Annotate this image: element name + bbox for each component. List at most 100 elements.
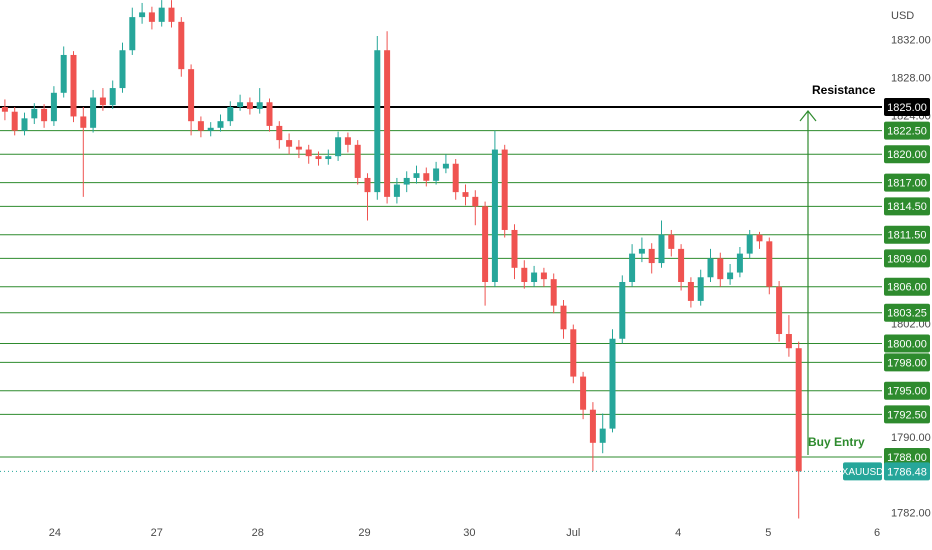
- candle-body: [41, 108, 48, 122]
- candle-body: [717, 258, 724, 280]
- candle-body: [315, 156, 322, 160]
- candle-body: [638, 248, 645, 254]
- level-label-box: [884, 121, 930, 140]
- candle-body: [482, 206, 489, 282]
- candle-body: [31, 108, 38, 119]
- candle-body: [442, 163, 449, 169]
- candle-body: [1, 106, 8, 112]
- candle-body: [403, 177, 410, 185]
- candle-body: [540, 272, 547, 280]
- currency-label: USD: [891, 10, 914, 22]
- candle-body: [472, 196, 479, 207]
- candle-body: [511, 229, 518, 268]
- candle-body: [452, 163, 459, 193]
- x-tick-label: 5: [765, 527, 771, 539]
- last-price-box: [884, 462, 930, 481]
- candle-body: [560, 305, 567, 330]
- symbol-box: [843, 462, 882, 481]
- candle-body: [227, 106, 234, 122]
- level-label-box: [884, 353, 930, 372]
- candle-body: [550, 279, 557, 306]
- y-tick-label: 1828.00: [891, 73, 931, 85]
- plot-area: [0, 0, 882, 519]
- candle-body: [207, 127, 214, 131]
- candle-body: [354, 144, 361, 178]
- candle-body: [344, 137, 351, 145]
- candle-body: [21, 118, 28, 131]
- candle-body: [648, 248, 655, 264]
- x-tick-label: 6: [874, 527, 880, 539]
- y-tick-label: 1790.00: [891, 432, 931, 444]
- level-label-box: [884, 249, 930, 268]
- candle-body: [580, 376, 587, 410]
- level-label: 1809.00: [887, 253, 927, 265]
- level-label: 1803.25: [887, 308, 927, 320]
- level-label: 1788.00: [887, 452, 927, 464]
- candle-body: [188, 69, 195, 122]
- level-label-box: [884, 334, 930, 353]
- level-label: 1798.00: [887, 357, 927, 369]
- x-tick-label: 28: [252, 527, 264, 539]
- x-tick-label: 27: [151, 527, 163, 539]
- candle-body: [374, 50, 381, 193]
- candle-body: [570, 329, 577, 377]
- candle-body: [707, 258, 714, 278]
- x-tick-label: 24: [49, 527, 61, 539]
- level-label-box: [884, 197, 930, 216]
- candle-body: [139, 12, 146, 18]
- candle-body: [384, 50, 391, 197]
- candle-body: [785, 334, 792, 349]
- candle-body: [423, 173, 430, 181]
- x-tick-label: 30: [463, 527, 475, 539]
- level-label: 1795.00: [887, 386, 927, 398]
- candle-body: [148, 12, 155, 22]
- level-label: 1817.00: [887, 178, 927, 190]
- level-label: 1792.50: [887, 409, 927, 421]
- x-tick-label: 4: [675, 527, 681, 539]
- candle-body: [158, 7, 165, 22]
- candle-body: [119, 50, 126, 89]
- candle-body: [609, 338, 616, 429]
- level-label: 1822.50: [887, 126, 927, 138]
- candle-body: [393, 184, 400, 197]
- candle-body: [521, 267, 528, 282]
- candle-body: [99, 97, 106, 106]
- level-label: 1825.00: [887, 102, 927, 114]
- candle-body: [589, 409, 596, 443]
- price-axis: 1782.001790.001802.001824.001828.001832.…: [884, 35, 931, 520]
- candle-body: [325, 156, 332, 160]
- candle-body: [433, 168, 440, 181]
- candle-body: [266, 102, 273, 126]
- level-label: 1806.00: [887, 282, 927, 294]
- level-label-box: [884, 225, 930, 244]
- level-label: 1820.00: [887, 149, 927, 161]
- candle-body: [168, 7, 175, 22]
- y-tick-label: 1782.00: [891, 508, 931, 520]
- candle-body: [178, 21, 185, 70]
- candle-body: [129, 17, 136, 51]
- candle-body: [197, 121, 204, 131]
- level-label-box: [884, 303, 930, 322]
- candle-body: [658, 234, 665, 264]
- last-price-label: 1786.48: [887, 466, 927, 478]
- candle-body: [256, 102, 263, 109]
- candle-body: [237, 102, 244, 107]
- candle-body: [531, 272, 538, 282]
- candle-body: [335, 137, 342, 157]
- level-label-box: [884, 381, 930, 400]
- candle-body: [276, 125, 283, 141]
- candle-body: [756, 234, 763, 242]
- candle-body: [217, 121, 224, 128]
- candle-body: [491, 149, 498, 282]
- candle-body: [80, 116, 87, 128]
- candle-body: [295, 146, 302, 150]
- candle-body: [687, 281, 694, 301]
- candle-body: [727, 272, 734, 280]
- candle-body: [70, 54, 77, 117]
- level-label-box: [884, 97, 930, 116]
- candle-body: [619, 281, 626, 339]
- candle-body: [305, 149, 312, 157]
- candle-body: [413, 173, 420, 178]
